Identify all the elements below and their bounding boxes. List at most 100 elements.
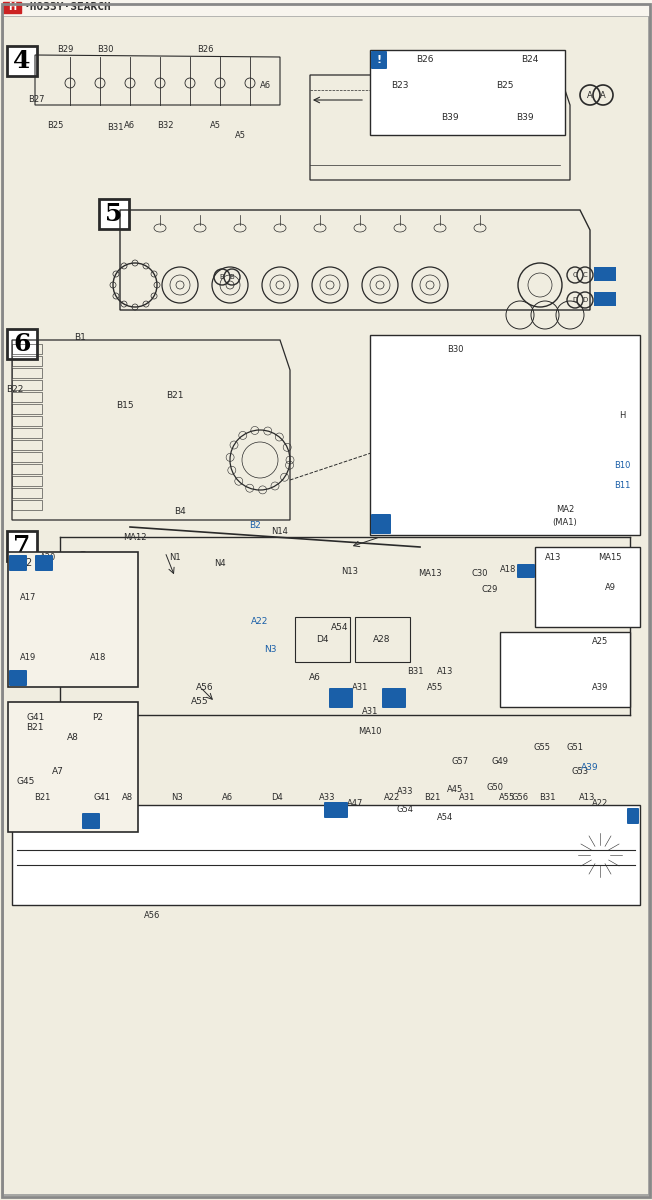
Bar <box>370 335 640 535</box>
Text: MA6: MA6 <box>91 558 109 566</box>
Text: B26: B26 <box>416 55 434 65</box>
Bar <box>12 368 42 378</box>
Text: B2: B2 <box>249 521 261 529</box>
Text: A33: A33 <box>319 792 335 802</box>
Text: B25: B25 <box>496 80 514 90</box>
Bar <box>500 632 630 707</box>
FancyBboxPatch shape <box>7 530 37 560</box>
Text: B21: B21 <box>26 724 44 732</box>
Text: A13: A13 <box>437 667 453 677</box>
Text: A55: A55 <box>499 792 515 802</box>
Text: MA13: MA13 <box>418 570 442 578</box>
Text: MA10: MA10 <box>358 727 382 737</box>
FancyBboxPatch shape <box>324 802 348 818</box>
FancyBboxPatch shape <box>594 266 616 281</box>
Text: B21: B21 <box>166 390 184 400</box>
Text: B23: B23 <box>391 80 409 90</box>
Text: A55: A55 <box>191 697 209 707</box>
Text: H: H <box>8 2 16 12</box>
Text: A28: A28 <box>373 636 391 644</box>
Bar <box>505 679 545 698</box>
Text: A33: A33 <box>397 787 413 797</box>
Text: N13: N13 <box>342 568 359 576</box>
Text: G41: G41 <box>27 713 45 721</box>
Text: G54: G54 <box>396 805 413 815</box>
Text: B31: B31 <box>107 122 123 132</box>
Text: H18: H18 <box>329 806 343 814</box>
Text: A17: A17 <box>20 593 37 601</box>
Text: B11: B11 <box>614 480 630 490</box>
Text: N3: N3 <box>264 646 276 654</box>
Bar <box>12 428 42 438</box>
Text: B: B <box>220 274 224 280</box>
Text: A18: A18 <box>90 653 106 661</box>
Bar <box>442 840 492 886</box>
Text: x3: x3 <box>599 270 610 278</box>
Text: A39: A39 <box>581 762 599 772</box>
Text: A18: A18 <box>500 565 516 575</box>
Text: x6: x6 <box>599 294 611 304</box>
Text: A39: A39 <box>592 683 608 691</box>
FancyBboxPatch shape <box>7 46 37 76</box>
Text: G56: G56 <box>511 792 529 802</box>
Text: N4: N4 <box>215 559 226 569</box>
Bar <box>295 617 350 662</box>
Text: G51: G51 <box>567 743 584 751</box>
Text: C: C <box>572 272 578 278</box>
Text: A39: A39 <box>581 672 599 682</box>
Text: N1: N1 <box>169 552 181 562</box>
Text: i: i <box>89 816 93 826</box>
Bar <box>12 344 42 354</box>
Text: A8: A8 <box>67 732 79 742</box>
Text: C: C <box>583 272 587 278</box>
Bar <box>12 404 42 414</box>
Text: C29: C29 <box>482 586 498 594</box>
Text: i: i <box>379 517 383 530</box>
Text: i: i <box>42 558 46 568</box>
FancyBboxPatch shape <box>627 808 639 824</box>
Text: (MA1): (MA1) <box>553 518 578 528</box>
Text: i: i <box>393 692 395 703</box>
Text: G41: G41 <box>93 792 110 802</box>
Text: D4: D4 <box>271 792 283 802</box>
Text: G53: G53 <box>571 768 589 776</box>
Text: 2: 2 <box>25 558 31 568</box>
Text: A9: A9 <box>604 582 615 592</box>
Text: A22: A22 <box>384 792 400 802</box>
Text: ·HO33Y·SEARCH: ·HO33Y·SEARCH <box>24 2 111 12</box>
Bar <box>370 50 565 134</box>
Text: A45: A45 <box>447 786 463 794</box>
Text: B24: B24 <box>522 55 539 65</box>
Text: D4: D4 <box>316 636 328 644</box>
FancyBboxPatch shape <box>82 814 100 829</box>
Text: A54: A54 <box>331 623 349 631</box>
Bar <box>12 500 42 510</box>
FancyBboxPatch shape <box>9 554 27 571</box>
Bar <box>355 617 410 662</box>
FancyBboxPatch shape <box>35 554 53 571</box>
Bar <box>3 2 21 13</box>
Text: 4: 4 <box>13 49 31 73</box>
Text: B26: B26 <box>197 46 213 54</box>
Bar <box>0 0 652 14</box>
Text: A56: A56 <box>144 911 160 919</box>
Bar <box>12 464 42 474</box>
Bar <box>8 552 138 686</box>
Text: B29: B29 <box>57 46 73 54</box>
Text: P2: P2 <box>93 713 104 721</box>
Text: A8: A8 <box>121 792 132 802</box>
Text: B21: B21 <box>34 792 50 802</box>
Text: B: B <box>230 274 234 280</box>
FancyBboxPatch shape <box>371 50 387 68</box>
Bar <box>12 356 42 366</box>
Bar <box>535 547 640 626</box>
Text: A56: A56 <box>196 683 214 691</box>
Bar <box>12 440 42 450</box>
Bar <box>12 805 640 905</box>
Text: B25: B25 <box>47 120 63 130</box>
Text: A31: A31 <box>334 695 348 701</box>
Text: MA15: MA15 <box>599 552 622 562</box>
Text: B4: B4 <box>174 508 186 516</box>
Text: N14: N14 <box>272 528 288 536</box>
FancyBboxPatch shape <box>371 514 391 534</box>
